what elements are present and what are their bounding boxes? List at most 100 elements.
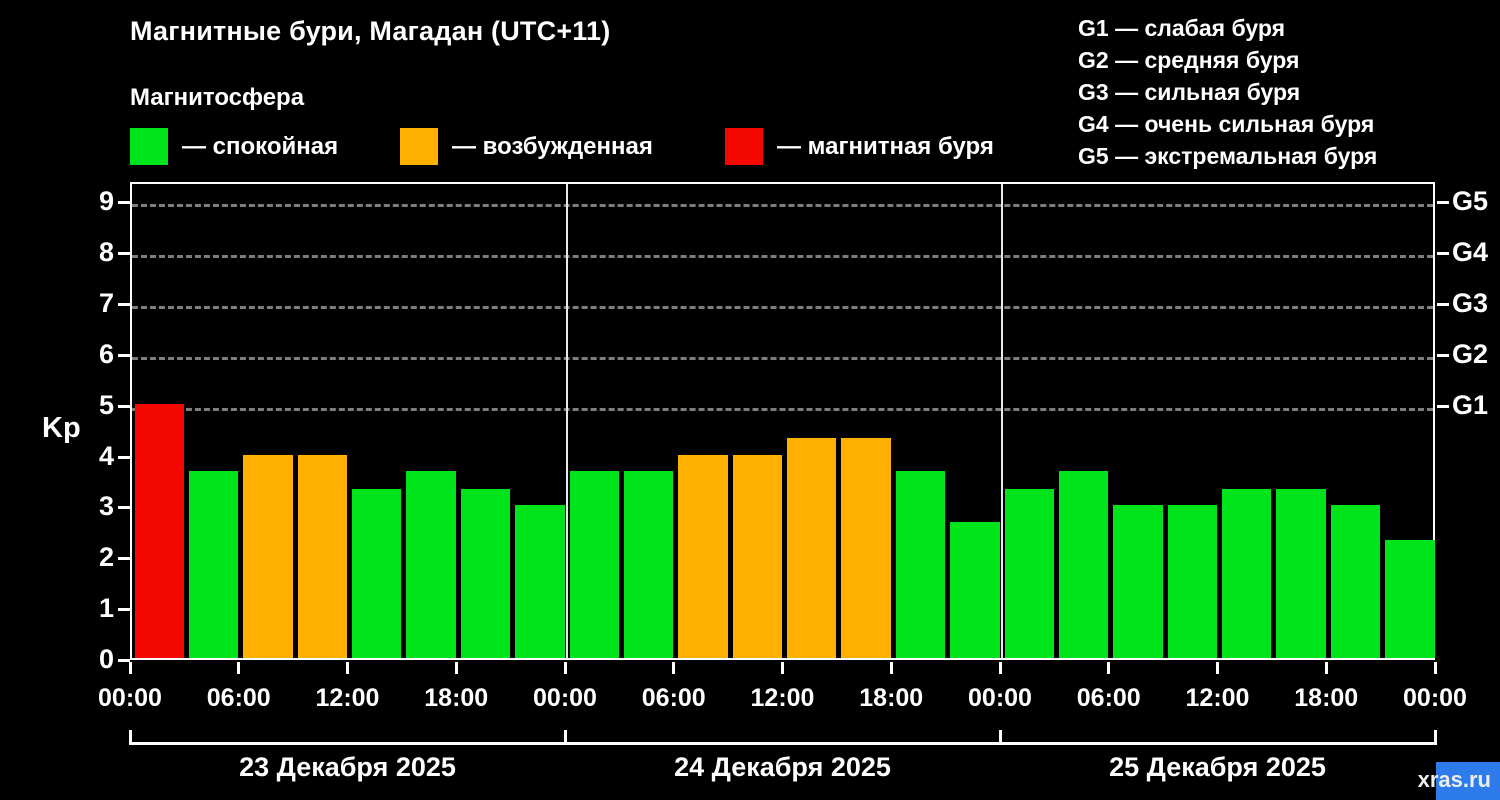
day-axis-tick	[563, 730, 567, 745]
y-tick-label: 5	[98, 389, 114, 420]
legend-label-excited: — возбужденная	[452, 132, 653, 160]
y-tick-label: 6	[98, 338, 114, 369]
day-label: 25 Декабря 2025	[1109, 752, 1326, 782]
gridline-kp-9	[132, 204, 1433, 208]
x-tick-label: 06:00	[641, 684, 706, 712]
g-level-label-g2: G2	[1452, 338, 1489, 369]
storm-swatch-icon	[725, 128, 763, 165]
kp-bar	[1058, 471, 1109, 658]
g-level-label-g3: G3	[1452, 288, 1489, 319]
x-tick-mark	[889, 662, 893, 674]
kp-bar	[1167, 505, 1217, 658]
kp-bar	[841, 437, 891, 658]
g-level-label-g4: G4	[1452, 237, 1489, 268]
g-legend-line-g3: G3 — сильная буря	[1078, 79, 1301, 105]
day-axis-tick	[128, 730, 132, 745]
kp-bar	[297, 454, 347, 658]
x-tick-label: 18:00	[859, 684, 924, 712]
legend-label-quiet: — спокойная	[182, 132, 339, 160]
x-tick-mark	[454, 662, 458, 674]
g-legend-line-g5: G5 — экстремальная буря	[1078, 143, 1378, 169]
g-tick-mark	[1437, 404, 1449, 408]
kp-bar	[1004, 488, 1054, 658]
day-separator-line	[1001, 184, 1003, 658]
x-tick-label: 00:00	[1403, 684, 1467, 712]
kp-bar	[895, 471, 946, 658]
g-scale-legend: G1 — слабая буря G2 — средняя буря G3 — …	[1078, 12, 1377, 172]
x-tick-mark	[672, 662, 676, 674]
y-tick-mark	[118, 353, 130, 357]
kp-bar	[188, 471, 239, 658]
x-tick-label: 00:00	[98, 684, 162, 712]
y-tick-label: 9	[98, 186, 114, 217]
kp-bar	[134, 403, 184, 658]
x-tick-label: 12:00	[315, 684, 380, 712]
x-tick-mark	[1107, 662, 1111, 674]
x-tick-label: 12:00	[1185, 684, 1250, 712]
x-tick-label: 06:00	[1076, 684, 1141, 712]
g-level-label-g1: G1	[1452, 389, 1489, 420]
gridline-kp-6	[132, 356, 1433, 360]
y-tick-label: 0	[98, 644, 114, 674]
day-separator-line	[566, 184, 568, 658]
kp-bar	[460, 488, 511, 658]
y-tick-mark	[118, 506, 130, 510]
y-tick-mark	[118, 557, 130, 561]
g-tick-mark	[1437, 252, 1449, 256]
day-axis-tick	[998, 730, 1002, 745]
x-tick-label: 18:00	[424, 684, 489, 712]
y-tick-mark	[118, 252, 130, 256]
x-tick-mark	[346, 662, 349, 674]
day-axis-line	[130, 742, 1435, 745]
x-tick-mark	[563, 662, 567, 674]
day-label: 23 Декабря 2025	[239, 752, 456, 782]
quiet-swatch-icon	[130, 128, 168, 165]
x-tick-mark	[1324, 662, 1328, 674]
legend-label-storm: — магнитная буря	[777, 132, 994, 160]
y-tick-mark	[118, 404, 130, 408]
gridline-kp-5	[132, 407, 1433, 411]
legend-item-storm: — магнитная буря	[725, 128, 994, 165]
y-tick-label: 7	[98, 288, 114, 319]
kp-bar	[678, 454, 728, 658]
kp-bar	[1423, 623, 1435, 658]
x-tick-mark	[237, 662, 241, 674]
kp-bar	[732, 454, 782, 658]
legend-item-quiet: — спокойная	[130, 128, 338, 165]
legend-item-excited: — возбужденная	[400, 128, 653, 165]
kp-bar	[1222, 488, 1272, 658]
y-tick-label: 3	[98, 491, 114, 522]
x-tick-label: 06:00	[206, 684, 271, 712]
g-legend-line-g1: G1 — слабая буря	[1078, 15, 1286, 41]
y-axis-label: Kp	[42, 412, 81, 444]
g-level-label-g5: G5	[1452, 186, 1489, 217]
day-axis-tick	[1433, 730, 1437, 745]
x-tick-label: 12:00	[750, 684, 815, 712]
kp-bar	[243, 454, 293, 658]
g-legend-line-g4: G4 — очень сильная буря	[1078, 111, 1375, 137]
kp-bar	[1276, 488, 1326, 658]
gridline-kp-7	[132, 306, 1433, 310]
kp-bar	[623, 471, 674, 658]
y-tick-mark	[118, 303, 130, 307]
x-tick-mark	[781, 662, 784, 674]
y-tick-label: 2	[98, 542, 114, 573]
kp-bar	[1113, 505, 1163, 658]
watermark-background	[1436, 762, 1500, 800]
y-tick-mark	[118, 608, 130, 612]
kp-bar	[950, 522, 1000, 658]
y-tick-label: 8	[98, 237, 114, 268]
x-tick-mark	[128, 662, 132, 674]
kp-bar	[1330, 505, 1381, 658]
gridline-kp-8	[132, 255, 1433, 259]
y-tick-mark	[118, 659, 130, 662]
x-tick-label: 18:00	[1294, 684, 1359, 712]
watermark-xras: xras.ru	[1417, 767, 1491, 792]
g-legend-line-g2: G2 — средняя буря	[1078, 47, 1300, 73]
g-tick-mark	[1437, 353, 1449, 357]
x-tick-mark	[998, 662, 1002, 674]
y-tick-label: 4	[98, 440, 114, 471]
y-tick-mark	[118, 201, 130, 205]
day-label: 24 Декабря 2025	[674, 752, 891, 782]
